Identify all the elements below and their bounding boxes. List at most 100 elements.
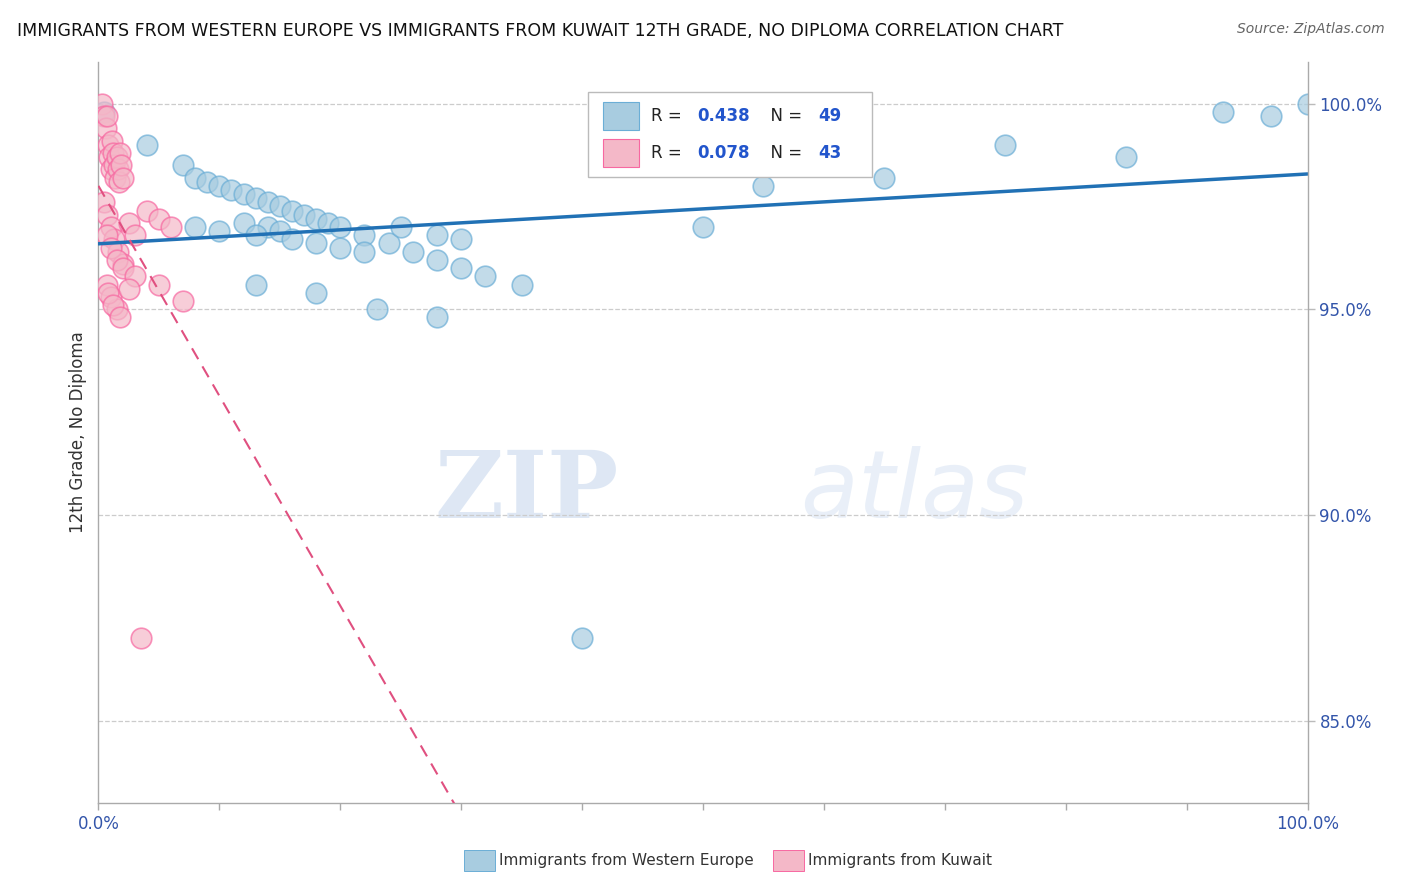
Point	[256, 219, 278, 234]
Point	[245, 277, 267, 292]
Point	[474, 269, 496, 284]
Point	[91, 96, 114, 111]
Point	[305, 211, 328, 226]
Point	[353, 228, 375, 243]
Point	[100, 240, 122, 254]
Text: N =: N =	[759, 107, 807, 125]
Point	[111, 257, 134, 271]
Point	[366, 302, 388, 317]
Point	[692, 219, 714, 234]
Y-axis label: 12th Grade, No Diploma: 12th Grade, No Diploma	[69, 332, 87, 533]
Text: ZIP: ZIP	[434, 447, 619, 537]
Point	[450, 232, 472, 246]
Text: IMMIGRANTS FROM WESTERN EUROPE VS IMMIGRANTS FROM KUWAIT 12TH GRADE, NO DIPLOMA : IMMIGRANTS FROM WESTERN EUROPE VS IMMIGR…	[17, 22, 1063, 40]
Point	[1260, 109, 1282, 123]
Point	[101, 298, 124, 312]
Point	[329, 240, 352, 254]
Point	[100, 134, 122, 148]
Point	[104, 170, 127, 185]
Point	[93, 104, 115, 119]
Point	[129, 632, 152, 646]
Text: R =: R =	[651, 145, 688, 162]
Text: 43: 43	[818, 145, 841, 162]
Point	[752, 178, 775, 193]
Point	[305, 236, 328, 251]
Point	[124, 228, 146, 243]
Point	[111, 261, 134, 276]
Point	[103, 232, 125, 246]
Point	[98, 150, 121, 164]
Point	[1212, 104, 1234, 119]
Point	[110, 158, 132, 172]
Point	[97, 285, 120, 300]
Point	[232, 187, 254, 202]
Point	[377, 236, 399, 251]
Point	[426, 310, 449, 325]
Point	[269, 224, 291, 238]
Point	[148, 211, 170, 226]
Point	[107, 162, 129, 177]
Point	[100, 219, 122, 234]
FancyBboxPatch shape	[603, 102, 638, 130]
Point	[426, 228, 449, 243]
Point	[148, 277, 170, 292]
Point	[96, 208, 118, 222]
FancyBboxPatch shape	[588, 92, 872, 178]
Text: 49: 49	[818, 107, 841, 125]
Text: N =: N =	[759, 145, 807, 162]
Point	[245, 191, 267, 205]
Text: Immigrants from Kuwait: Immigrants from Kuwait	[808, 854, 993, 868]
Point	[245, 228, 267, 243]
Point	[195, 175, 218, 189]
Point	[221, 183, 243, 197]
Point	[93, 195, 115, 210]
Point	[389, 219, 412, 234]
Text: 0.438: 0.438	[697, 107, 749, 125]
Point	[93, 109, 115, 123]
Point	[172, 293, 194, 308]
Point	[353, 244, 375, 259]
Point	[994, 137, 1017, 152]
Text: Source: ZipAtlas.com: Source: ZipAtlas.com	[1237, 22, 1385, 37]
Point	[402, 244, 425, 259]
Point	[184, 170, 207, 185]
Point	[160, 219, 183, 234]
Text: 0.078: 0.078	[697, 145, 749, 162]
Point	[269, 199, 291, 213]
Point	[94, 121, 117, 136]
Text: R =: R =	[651, 107, 688, 125]
Point	[105, 302, 128, 317]
Point	[232, 216, 254, 230]
Point	[108, 175, 131, 189]
Point	[305, 285, 328, 300]
Point	[281, 203, 304, 218]
Point	[118, 282, 141, 296]
Point	[510, 277, 533, 292]
Point	[135, 137, 157, 152]
FancyBboxPatch shape	[603, 139, 638, 168]
Text: Immigrants from Western Europe: Immigrants from Western Europe	[499, 854, 754, 868]
Point	[208, 224, 231, 238]
Point	[281, 232, 304, 246]
Point	[873, 170, 896, 185]
Point	[124, 269, 146, 284]
Point	[1115, 150, 1137, 164]
Point	[108, 310, 131, 325]
Point	[329, 219, 352, 234]
Point	[450, 261, 472, 276]
Point	[96, 277, 118, 292]
Text: atlas: atlas	[800, 446, 1028, 537]
Point	[316, 216, 339, 230]
Point	[100, 290, 122, 304]
Point	[135, 203, 157, 218]
Point	[111, 170, 134, 185]
Point	[97, 137, 120, 152]
Point	[108, 145, 131, 160]
Point	[105, 150, 128, 164]
Point	[107, 244, 129, 259]
Point	[103, 158, 125, 172]
Point	[101, 145, 124, 160]
Point	[1296, 96, 1319, 111]
Point	[96, 109, 118, 123]
Point	[184, 219, 207, 234]
